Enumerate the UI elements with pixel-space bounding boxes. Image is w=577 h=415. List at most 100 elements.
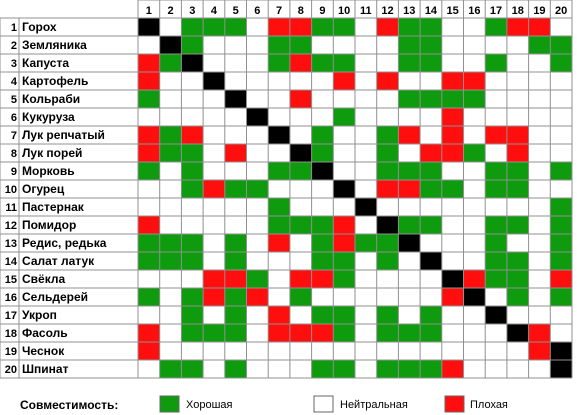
cell-neutral <box>441 306 464 324</box>
cell-good <box>333 108 355 126</box>
column-header: 2 <box>167 5 173 17</box>
cell-neutral <box>355 360 377 378</box>
cell-good <box>550 54 572 72</box>
cell-neutral <box>224 126 247 144</box>
cell-bad <box>376 72 399 90</box>
cell-neutral <box>485 342 507 360</box>
row-label: Укроп <box>22 308 57 322</box>
cell-good <box>311 18 334 36</box>
cell-good <box>224 288 247 306</box>
cell-good <box>224 252 247 270</box>
row-label: Горох <box>22 20 57 34</box>
cell-good <box>550 234 572 252</box>
cell-neutral <box>528 306 551 324</box>
cell-good <box>138 234 160 252</box>
cell-bad <box>506 144 529 162</box>
row-number: 9 <box>11 166 17 178</box>
cell-neutral <box>506 72 529 90</box>
column-header: 5 <box>233 5 239 17</box>
cell-good <box>333 360 355 378</box>
cell-neutral <box>463 36 486 54</box>
cell-neutral <box>528 180 551 198</box>
cell-good <box>420 180 442 198</box>
cell-neutral <box>355 306 377 324</box>
cell-neutral <box>506 198 529 216</box>
cell-good <box>420 90 442 108</box>
row-number: 8 <box>11 148 17 160</box>
cell-bad <box>528 342 551 360</box>
cell-neutral <box>246 342 269 360</box>
cell-good <box>181 36 204 54</box>
cell-neutral <box>203 306 225 324</box>
cell-neutral <box>485 324 507 342</box>
cell-good <box>376 252 399 270</box>
cell-neutral <box>355 342 377 360</box>
cell-good <box>506 216 529 234</box>
cell-good <box>181 234 204 252</box>
cell-good <box>224 18 247 36</box>
cell-neutral <box>398 270 421 288</box>
cell-neutral <box>550 108 572 126</box>
cell-neutral <box>333 90 355 108</box>
cell-bad <box>550 270 572 288</box>
cell-neutral <box>420 342 442 360</box>
cell-neutral <box>355 270 377 288</box>
legend-title: Совместимость: <box>20 398 118 412</box>
cell-good <box>420 18 442 36</box>
cell-self <box>376 216 399 234</box>
cell-good <box>246 270 269 288</box>
cell-neutral <box>528 270 551 288</box>
cell-neutral <box>528 144 551 162</box>
cell-neutral <box>376 36 399 54</box>
column-header: 4 <box>211 5 218 17</box>
cell-neutral <box>203 342 225 360</box>
cell-bad <box>441 360 464 378</box>
cell-neutral <box>398 108 421 126</box>
cell-bad <box>376 180 399 198</box>
cell-neutral <box>181 198 204 216</box>
cell-good <box>333 270 355 288</box>
cell-good <box>181 162 204 180</box>
cell-good <box>289 162 312 180</box>
cell-good <box>333 54 355 72</box>
cell-neutral <box>311 180 334 198</box>
cell-neutral <box>203 54 225 72</box>
cell-good <box>138 288 160 306</box>
column-header: 17 <box>490 5 502 17</box>
cell-bad <box>376 18 399 36</box>
cell-neutral <box>246 162 269 180</box>
cell-neutral <box>528 288 551 306</box>
cell-good <box>485 180 507 198</box>
cell-neutral <box>333 162 355 180</box>
cell-good <box>550 162 572 180</box>
cell-neutral <box>376 198 399 216</box>
column-header: 1 <box>146 5 152 17</box>
cell-neutral <box>441 324 464 342</box>
cell-neutral <box>289 360 312 378</box>
cell-neutral <box>159 198 182 216</box>
row-label: Редис, редька <box>22 236 107 250</box>
cell-good <box>289 36 312 54</box>
cell-neutral <box>398 252 421 270</box>
cell-neutral <box>246 216 269 234</box>
column-header: 14 <box>425 5 438 17</box>
cell-good <box>311 234 334 252</box>
cell-neutral <box>159 288 182 306</box>
cell-neutral <box>289 72 312 90</box>
cell-neutral <box>355 90 377 108</box>
cell-good <box>420 324 442 342</box>
cell-good <box>506 180 529 198</box>
row-number: 7 <box>11 130 17 142</box>
cell-self <box>138 18 160 36</box>
row-headers: 1 Горох 2 Земляника 3 Капуста 4 Картофель 5 Кольр… <box>5 20 107 376</box>
cell-good <box>181 18 204 36</box>
cell-neutral <box>463 108 486 126</box>
cell-bad <box>289 90 312 108</box>
cell-good <box>181 324 204 342</box>
cell-neutral <box>289 234 312 252</box>
cell-neutral <box>420 288 442 306</box>
cell-good <box>398 36 421 54</box>
row-label: Земляника <box>22 38 87 52</box>
cell-self <box>550 360 572 378</box>
cell-neutral <box>463 18 486 36</box>
